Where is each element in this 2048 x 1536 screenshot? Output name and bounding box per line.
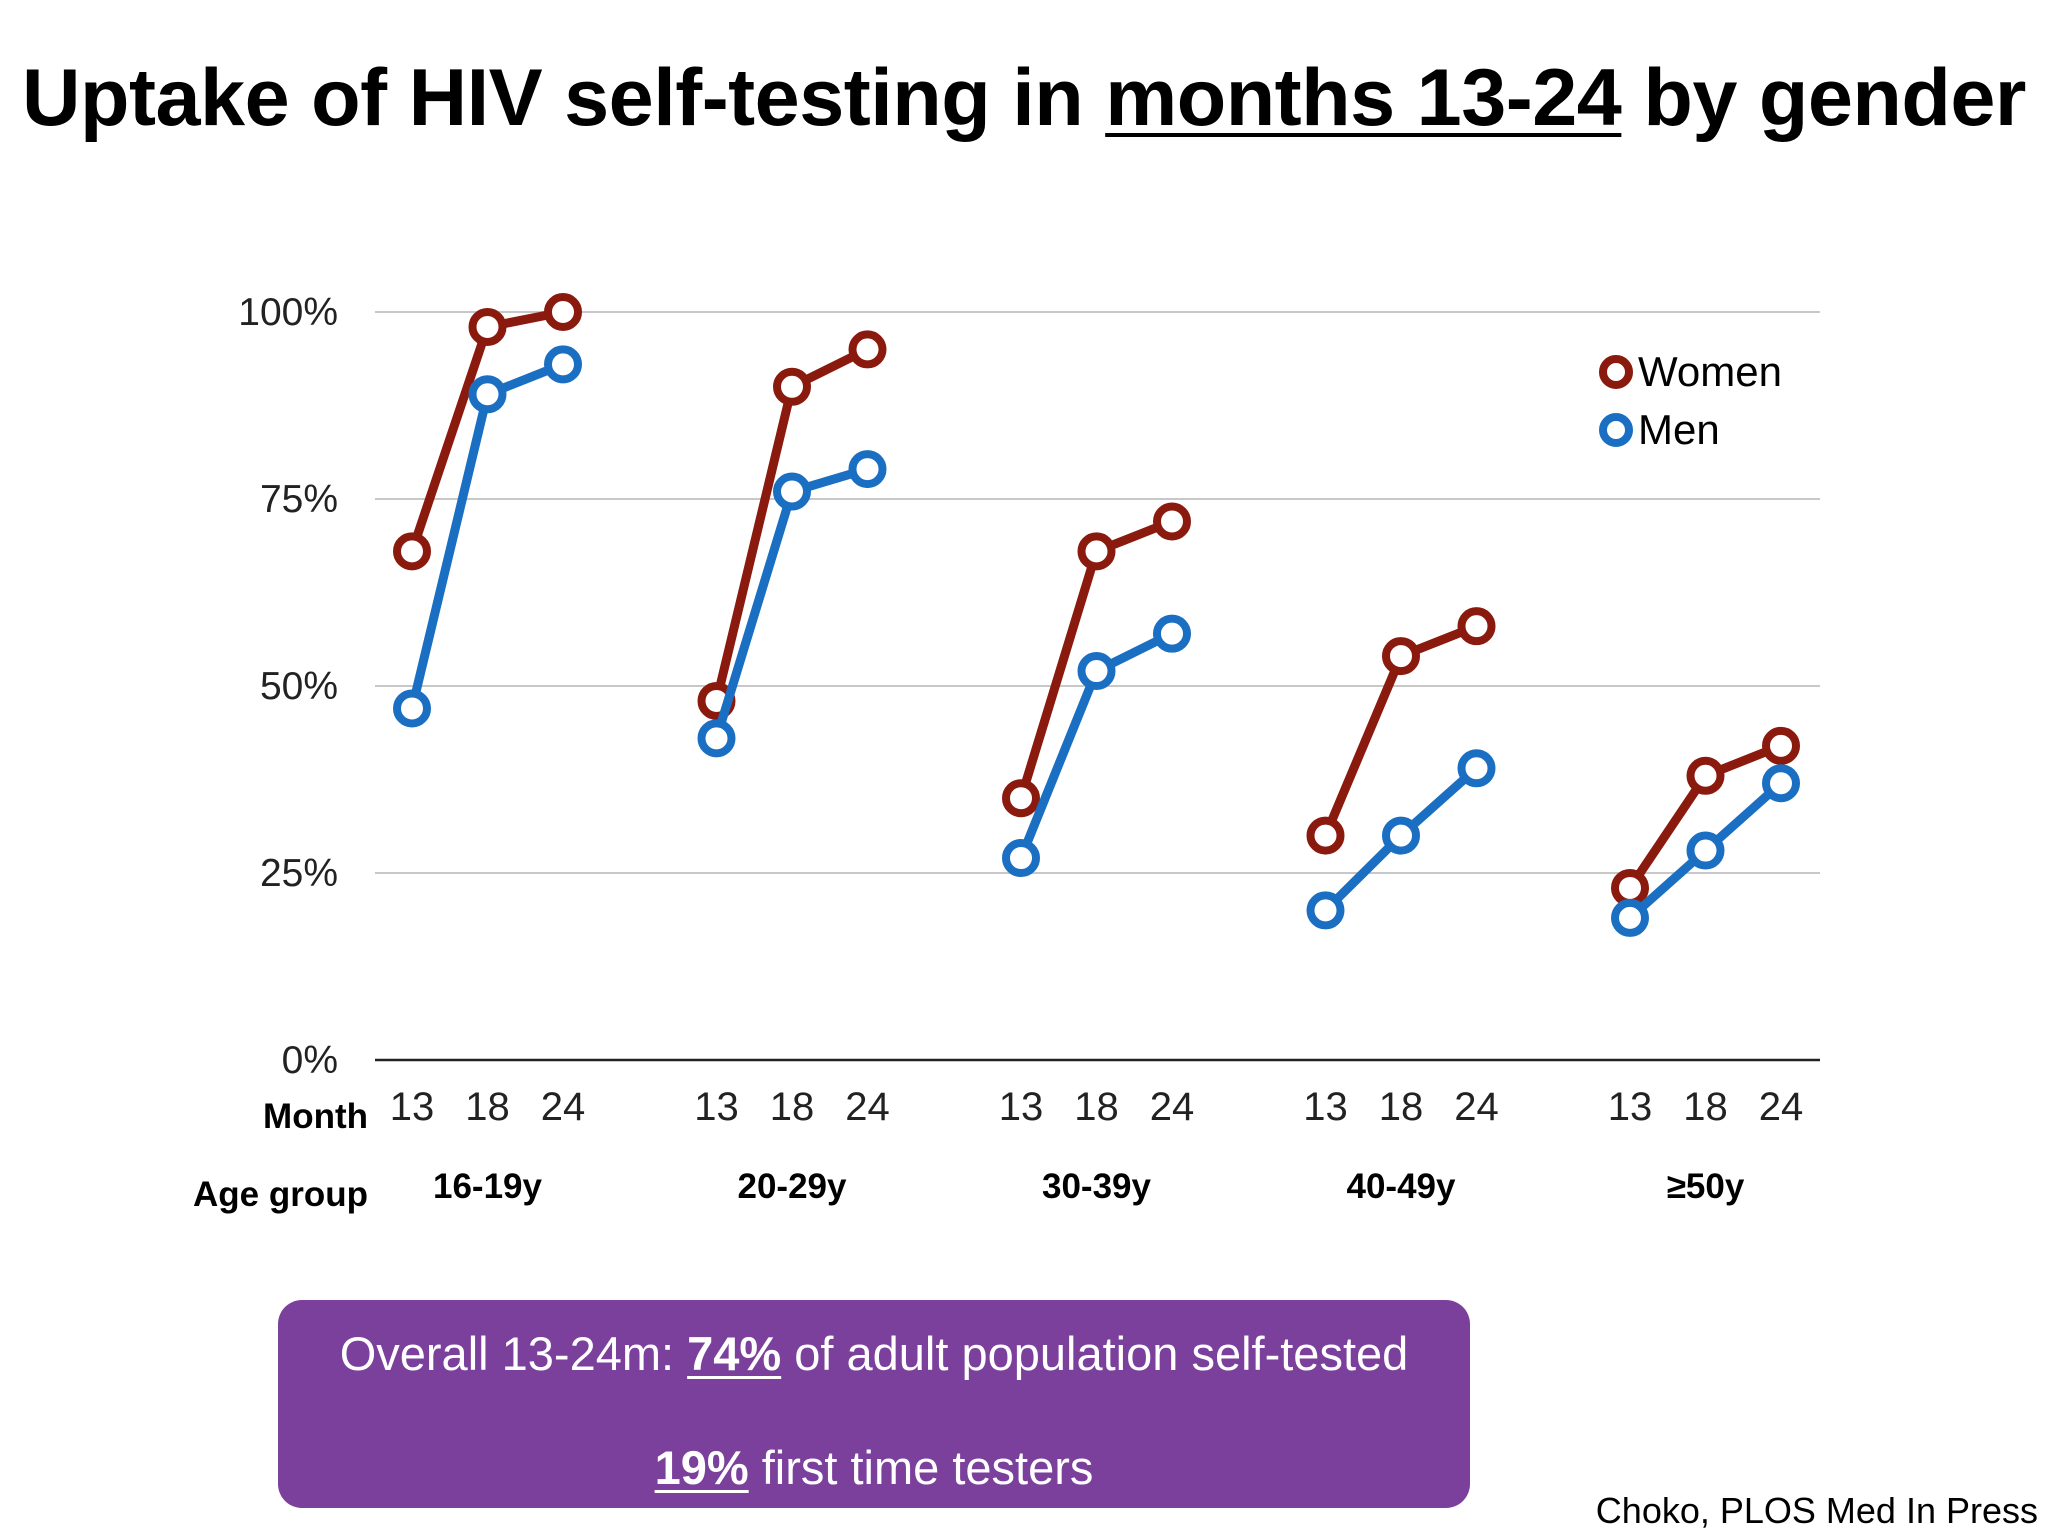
summary-line1-highlight: 74% — [687, 1327, 782, 1380]
men-point-0-1 — [468, 375, 507, 414]
month-tick-label-4-0: 13 — [1608, 1085, 1653, 1129]
women-point-2-0 — [1002, 779, 1040, 818]
summary-line2-suffix: first time testers — [748, 1441, 1094, 1494]
legend: Women Men — [1599, 348, 1782, 453]
y-tick-label-4: 100% — [238, 291, 338, 334]
men-point-1-2 — [848, 450, 887, 489]
women-point-1-1 — [773, 367, 811, 406]
men-point-0-0 — [393, 689, 431, 728]
y-tick-label-0: 0% — [282, 1039, 338, 1082]
x-axis-labels: Month Age group 13 18 24 16-19y 13 18 24 20-29y 13… — [193, 1085, 1803, 1214]
month-tick-label-4-2: 24 — [1759, 1085, 1804, 1129]
y-tick-label-3: 75% — [260, 478, 338, 521]
month-tick-label-2-0: 13 — [999, 1085, 1044, 1129]
men-point-3-2 — [1457, 749, 1496, 788]
summary-line2-highlight: 19% — [654, 1441, 749, 1494]
men-point-3-0 — [1306, 891, 1345, 930]
uptake-line-chart: 0% 25% 50% 75% 100% Month Age group 13 18 24 16-1… — [193, 291, 1820, 1214]
women-point-2-2 — [1153, 502, 1191, 541]
men-point-2-0 — [1002, 839, 1040, 878]
series-lines — [393, 293, 1800, 937]
slide-title: Uptake of HIV self-testing in months 13-… — [0, 52, 2048, 145]
age-row-label: Age group — [193, 1175, 368, 1214]
citation: Choko, PLOS Med In Press — [1595, 1490, 2038, 1531]
women-point-0-0 — [393, 532, 431, 571]
women-point-4-0 — [1611, 868, 1649, 907]
women-point-0-1 — [468, 307, 507, 346]
men-point-4-2 — [1762, 764, 1800, 803]
month-tick-label-3-0: 13 — [1303, 1085, 1348, 1129]
title-part-1: Uptake of HIV self-testing in — [22, 53, 1106, 143]
age-group-label-1: 20-29y — [738, 1167, 848, 1206]
men-point-2-2 — [1153, 614, 1191, 653]
men-point-0-2 — [544, 345, 582, 384]
men-line-0 — [407, 359, 568, 713]
month-tick-label-0-1: 18 — [465, 1085, 510, 1129]
gridlines — [375, 311, 1820, 1062]
month-tick-label-0-0: 13 — [390, 1085, 435, 1129]
summary-line-2: 19% first time testers — [278, 1440, 1470, 1495]
summary-line1-prefix: Overall 13-24m: — [339, 1327, 688, 1380]
month-tick-label-2-1: 18 — [1074, 1085, 1119, 1129]
summary-line-1: Overall 13-24m: 74% of adult population … — [278, 1326, 1470, 1381]
legend-label-women: Women — [1638, 348, 1782, 395]
men-point-4-1 — [1686, 831, 1725, 870]
y-axis-ticks: 0% 25% 50% 75% 100% — [238, 291, 338, 1082]
summary-line1-suffix: of adult population self-tested — [781, 1327, 1409, 1380]
men-point-1-0 — [697, 719, 736, 758]
y-tick-label-1: 25% — [260, 852, 338, 895]
age-group-label-0: 16-19y — [433, 1167, 543, 1206]
men-point-2-1 — [1077, 652, 1116, 691]
women-point-2-1 — [1077, 532, 1116, 571]
age-group-label-3: 40-49y — [1347, 1167, 1457, 1206]
month-tick-label-1-0: 13 — [694, 1085, 739, 1129]
women-point-3-0 — [1306, 816, 1345, 855]
age-group-label-2: 30-39y — [1042, 1167, 1152, 1206]
women-point-1-2 — [848, 330, 887, 369]
title-part-2: by gender — [1621, 53, 2026, 143]
month-tick-label-4-1: 18 — [1683, 1085, 1728, 1129]
age-group-label-4: ≥50y — [1667, 1167, 1745, 1206]
month-tick-label-1-2: 24 — [845, 1085, 890, 1129]
women-point-4-2 — [1762, 726, 1800, 765]
women-point-4-1 — [1686, 756, 1725, 795]
month-tick-label-2-2: 24 — [1150, 1085, 1195, 1129]
month-tick-label-1-1: 18 — [770, 1085, 815, 1129]
y-tick-label-2: 50% — [260, 665, 338, 708]
legend-label-men: Men — [1638, 406, 1720, 453]
month-row-label: Month — [263, 1097, 368, 1136]
legend-marker-men — [1599, 413, 1633, 447]
women-point-0-2 — [544, 293, 582, 331]
month-tick-label-3-1: 18 — [1379, 1085, 1424, 1129]
month-tick-label-0-2: 24 — [541, 1085, 586, 1129]
men-point-1-1 — [773, 472, 811, 511]
women-point-3-2 — [1457, 607, 1496, 646]
month-tick-label-3-2: 24 — [1454, 1085, 1499, 1129]
women-point-3-1 — [1382, 637, 1420, 676]
men-point-4-0 — [1611, 898, 1649, 937]
legend-marker-women — [1599, 355, 1633, 389]
women-line-0 — [407, 307, 568, 556]
summary-box: Overall 13-24m: 74% of adult population … — [278, 1300, 1470, 1508]
title-underlined: months 13-24 — [1105, 53, 1622, 143]
men-point-3-1 — [1382, 816, 1420, 855]
